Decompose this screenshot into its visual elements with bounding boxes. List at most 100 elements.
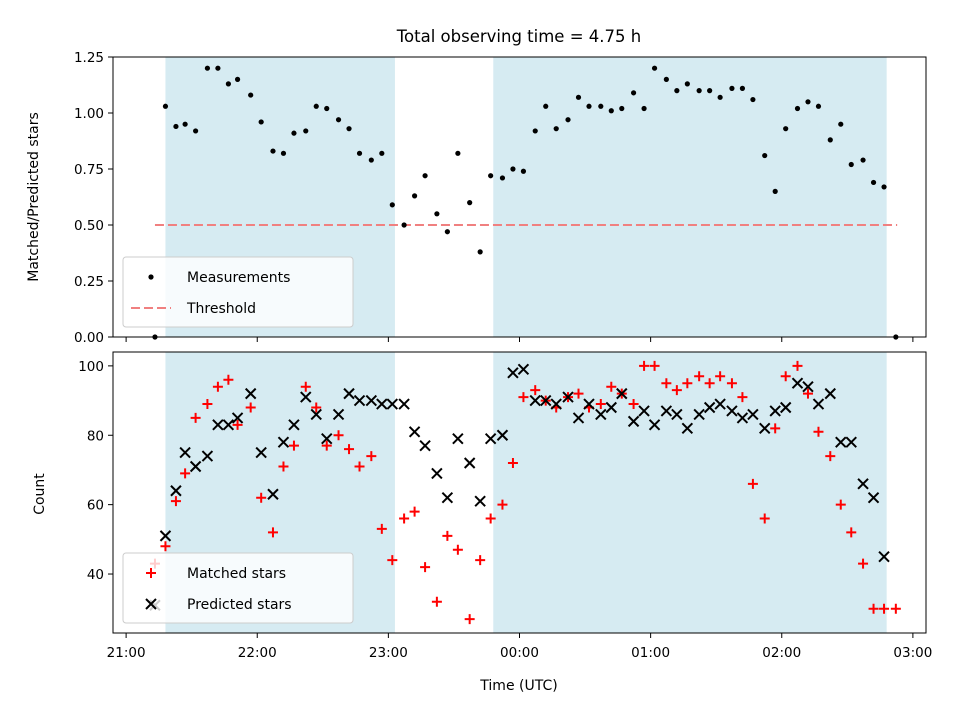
data-point xyxy=(300,391,312,403)
legend-box xyxy=(122,256,354,328)
data-point xyxy=(747,408,759,421)
data-point xyxy=(162,103,169,109)
panel-ratio: 0.00 0.25 0.50 0.75 1.00 1.25 Measurements Thre… xyxy=(74,50,927,346)
data-point xyxy=(452,433,464,445)
data-point xyxy=(630,90,637,96)
data-point xyxy=(496,429,509,441)
x-tick-label: 21:00 xyxy=(107,645,146,661)
data-point xyxy=(376,523,387,534)
data-point xyxy=(628,399,639,410)
data-point xyxy=(779,401,792,414)
y-tick-label: 1.25 xyxy=(74,50,104,66)
data-point xyxy=(202,399,213,410)
legend-label: Predicted stars xyxy=(187,597,292,613)
data-point xyxy=(794,105,801,112)
data-point xyxy=(736,412,749,424)
data-point xyxy=(627,415,640,428)
data-point xyxy=(726,378,737,389)
data-point xyxy=(173,123,179,130)
y-tick-label: 0.25 xyxy=(74,274,104,290)
data-point xyxy=(288,419,300,431)
data-point xyxy=(401,222,407,228)
legend-x-swatch xyxy=(145,598,157,610)
legend-plus-swatch xyxy=(146,568,156,578)
data-point xyxy=(267,488,279,500)
data-point xyxy=(280,150,287,156)
data-point xyxy=(499,175,506,181)
data-point xyxy=(518,392,529,403)
data-point xyxy=(868,603,879,614)
data-point xyxy=(346,126,352,132)
data-point xyxy=(608,108,614,114)
data-point xyxy=(386,398,399,410)
data-point xyxy=(583,398,595,410)
data-point xyxy=(586,103,592,109)
data-point xyxy=(510,166,516,172)
data-point xyxy=(543,103,549,109)
data-point xyxy=(693,408,705,421)
data-point xyxy=(193,128,199,134)
data-point xyxy=(573,388,584,399)
data-point xyxy=(464,614,475,625)
data-point xyxy=(201,450,214,462)
data-point xyxy=(159,530,172,542)
data-point xyxy=(222,419,235,431)
data-point xyxy=(420,562,431,573)
data-point xyxy=(835,499,846,510)
data-point xyxy=(783,126,789,132)
data-point xyxy=(661,378,672,389)
data-point xyxy=(717,94,723,100)
data-point xyxy=(303,128,309,134)
data-point xyxy=(507,367,519,379)
data-point xyxy=(867,491,880,504)
data-point xyxy=(189,460,202,473)
data-point xyxy=(651,65,658,71)
data-point xyxy=(376,398,388,410)
data-point xyxy=(180,468,191,479)
data-point xyxy=(467,200,473,206)
bottom-y-axis-label: Count xyxy=(32,473,48,515)
data-point xyxy=(344,444,355,455)
legend-label: Matched stars xyxy=(187,566,286,582)
data-point xyxy=(332,408,345,421)
data-point xyxy=(616,387,628,400)
data-point xyxy=(441,491,454,504)
data-point xyxy=(258,119,264,125)
data-point xyxy=(300,381,311,392)
data-point xyxy=(649,360,660,371)
data-point xyxy=(715,371,726,382)
data-point xyxy=(682,378,693,389)
data-point xyxy=(747,478,758,489)
data-point xyxy=(827,137,833,143)
data-point xyxy=(846,527,857,538)
data-point xyxy=(565,117,571,123)
y-tick-label: 0.00 xyxy=(74,330,104,346)
data-point xyxy=(463,457,476,469)
data-point xyxy=(707,88,713,94)
data-point xyxy=(248,92,254,98)
y-tick-label: 80 xyxy=(87,428,104,444)
chart-title: Total observing time = 4.75 h xyxy=(396,27,641,46)
data-point xyxy=(477,249,483,255)
data-point xyxy=(857,478,869,490)
data-point xyxy=(232,419,243,430)
data-point xyxy=(681,422,694,435)
data-point xyxy=(641,105,647,112)
data-point xyxy=(234,76,241,82)
series-measurements xyxy=(152,65,899,340)
data-point xyxy=(267,527,278,538)
data-point xyxy=(179,446,191,459)
data-point xyxy=(204,65,211,71)
data-point xyxy=(660,405,673,417)
data-point xyxy=(648,419,661,431)
data-point xyxy=(805,99,811,105)
data-point xyxy=(520,168,527,174)
data-point xyxy=(484,433,497,445)
data-point xyxy=(223,374,234,385)
data-point xyxy=(729,85,735,91)
data-point xyxy=(684,81,690,87)
data-point xyxy=(244,387,257,400)
data-point xyxy=(838,121,844,127)
data-point xyxy=(270,148,276,154)
y-tick-label: 60 xyxy=(87,498,104,514)
